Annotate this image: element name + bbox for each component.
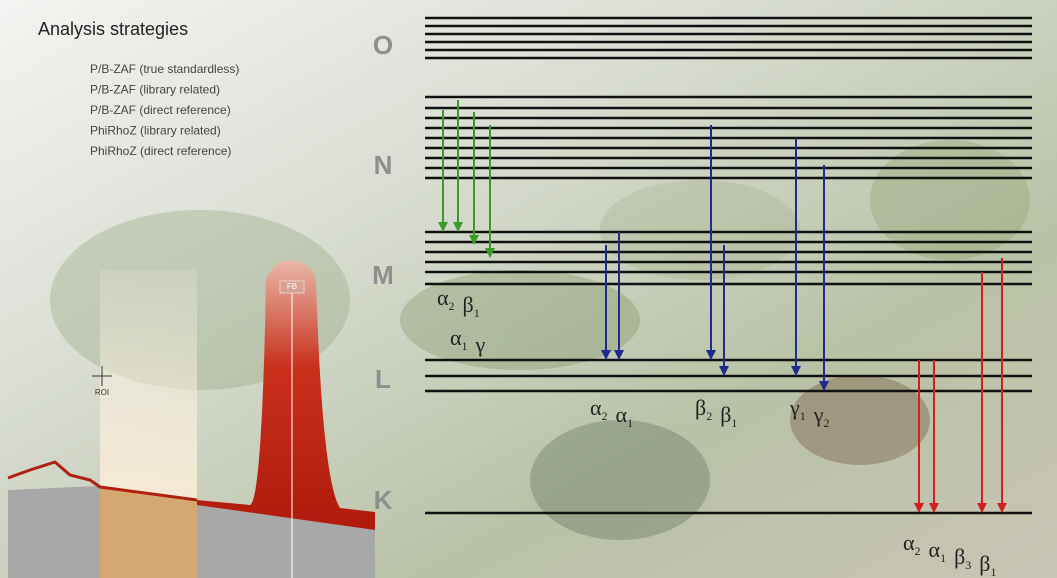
subscript: 1: [800, 409, 806, 423]
greek-symbol: α: [450, 325, 462, 350]
roi-label: ROI: [95, 388, 109, 397]
greek-symbol: β: [463, 292, 474, 317]
shell-label: K: [374, 485, 393, 515]
subscript: 1: [474, 306, 480, 320]
strategy-item: P/B-ZAF (true standardless): [90, 62, 239, 76]
strategy-item: P/B-ZAF (library related): [90, 83, 220, 97]
subscript: 2: [706, 409, 712, 423]
shell-label: L: [375, 364, 391, 394]
subscript: 2: [602, 409, 608, 423]
greek-symbol: γ: [475, 332, 486, 357]
diagram: ROI FB Analysis strategies P/B-ZAF (true…: [0, 0, 1057, 578]
greek-symbol: γ: [789, 395, 800, 420]
greek-symbol: α: [903, 530, 915, 555]
strategy-item: P/B-ZAF (direct reference): [90, 103, 231, 117]
subscript: 1: [990, 565, 996, 578]
greek-symbol: β: [695, 395, 706, 420]
subscript: 1: [731, 416, 737, 430]
subscript: 1: [940, 551, 946, 565]
greek-symbol: α: [437, 285, 449, 310]
strategy-item: PhiRhoZ (library related): [90, 124, 221, 138]
title: Analysis strategies: [38, 19, 188, 39]
shell-label: M: [372, 260, 394, 290]
greek-symbol: β: [720, 402, 731, 427]
subscript: 2: [915, 544, 921, 558]
shell-label: O: [373, 30, 393, 60]
greek-symbol: α: [616, 402, 628, 427]
shell-label: N: [374, 150, 393, 180]
greek-symbol: α: [929, 537, 941, 562]
subscript: 2: [823, 416, 829, 430]
subscript: 1: [627, 416, 633, 430]
greek-symbol: α: [590, 395, 602, 420]
greek-symbol: β: [954, 544, 965, 569]
subscript: 3: [965, 558, 971, 572]
subscript: 2: [449, 299, 455, 313]
greek-symbol: β: [979, 551, 990, 576]
strategy-item: PhiRhoZ (direct reference): [90, 144, 231, 158]
peak-label: FB: [287, 282, 297, 291]
greek-symbol: γ: [813, 402, 824, 427]
subscript: 1: [462, 339, 468, 353]
screen: ROI FB Analysis strategies P/B-ZAF (true…: [0, 0, 1057, 578]
